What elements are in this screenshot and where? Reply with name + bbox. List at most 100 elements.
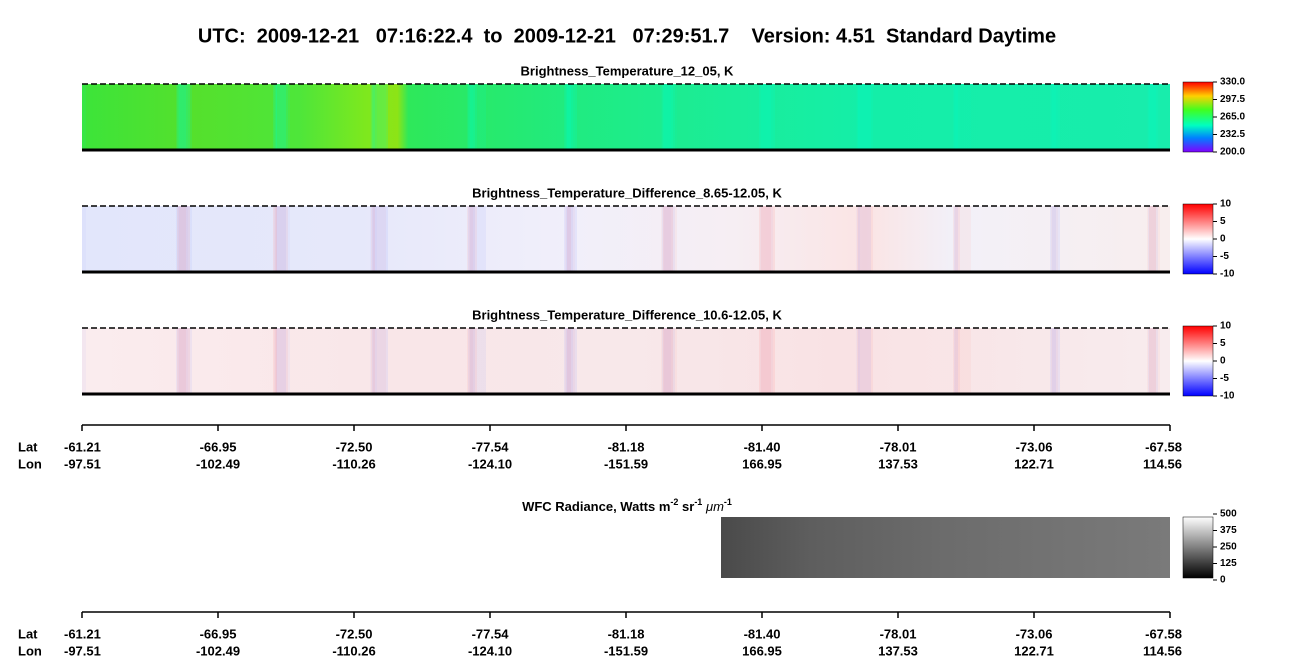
lat-value: -81.18 — [608, 439, 645, 454]
image-streak — [954, 84, 958, 150]
image-streak — [662, 84, 675, 150]
image-streak — [1149, 328, 1156, 394]
image-streak — [1149, 84, 1156, 150]
image-streak — [759, 206, 775, 272]
colorbar-label: -5 — [1220, 251, 1229, 262]
image-streak — [469, 328, 473, 394]
lat-value: -67.58 — [1145, 626, 1182, 641]
image-streak — [274, 328, 290, 394]
colorbar-label: 200.0 — [1220, 147, 1245, 158]
lon-value: 114.56 — [1143, 456, 1182, 471]
image-streak — [372, 206, 388, 272]
image-streak — [82, 328, 86, 394]
panel-title: Brightness_Temperature_Difference_8.65-1… — [472, 185, 782, 200]
image-streak — [953, 328, 960, 394]
lat-value: -61.21 — [64, 626, 101, 641]
colorbar-label: 265.0 — [1220, 112, 1245, 123]
image-streak — [179, 328, 186, 394]
image-streak — [273, 84, 277, 150]
image-streak — [858, 328, 871, 394]
image-streak — [1051, 328, 1058, 394]
image-streak — [1147, 84, 1160, 150]
image-streak — [177, 84, 190, 150]
wfc-colorbar — [1182, 516, 1214, 579]
colorbar-label: -5 — [1220, 373, 1229, 384]
lat-value: -78.01 — [880, 626, 917, 641]
colorbar-label: 232.5 — [1220, 129, 1245, 140]
lat-value: -72.50 — [336, 626, 373, 641]
image-streak — [1052, 328, 1056, 394]
image-streak — [373, 328, 386, 394]
image-streak — [761, 328, 771, 394]
colorbar-label: 330.0 — [1220, 77, 1245, 88]
image-streak — [370, 84, 377, 150]
image-streak — [953, 206, 960, 272]
image-streak — [565, 328, 575, 394]
title-part: -1 — [694, 497, 702, 507]
image-streak — [276, 206, 286, 272]
image-streak — [176, 206, 192, 272]
page-title: UTC: 2009-12-21 07:16:22.4 to 2009-12-21… — [198, 25, 1056, 47]
lat-label: Lat — [18, 439, 38, 454]
image-streak — [857, 84, 873, 150]
image-streak — [1052, 206, 1056, 272]
image-streak — [274, 206, 290, 272]
image-streak — [759, 84, 775, 150]
panel-image — [82, 328, 1170, 394]
image-streak — [661, 206, 677, 272]
image-streak — [663, 84, 673, 150]
lon-value: -97.51 — [64, 643, 101, 658]
colorbar-label: 297.5 — [1220, 94, 1245, 105]
image-streak — [1148, 206, 1158, 272]
colorbar-label: 500 — [1220, 509, 1237, 520]
image-streak — [856, 206, 860, 272]
image-streak — [857, 206, 873, 272]
image-streak — [178, 84, 188, 150]
image-streak — [567, 328, 571, 394]
lat-value: -66.95 — [200, 626, 237, 641]
colorbar-label: 0 — [1220, 234, 1226, 245]
panel-image — [82, 84, 1170, 150]
image-streak — [661, 328, 677, 394]
image-streak — [954, 328, 958, 394]
lon-value: -124.10 — [468, 456, 512, 471]
image-streak — [467, 206, 477, 272]
image-streak — [759, 328, 775, 394]
lat-value: -81.18 — [608, 626, 645, 641]
colorbar — [1182, 81, 1214, 153]
colorbar-label: 375 — [1220, 525, 1237, 536]
image-streak — [468, 328, 475, 394]
image-streak — [1148, 84, 1158, 150]
lon-value: 166.95 — [742, 643, 782, 658]
image-streak — [856, 84, 860, 150]
title-part: -2 — [670, 497, 678, 507]
image-streak — [661, 84, 677, 150]
colorbar — [1182, 203, 1214, 275]
title-part: WFC Radiance, Watts m — [522, 499, 670, 514]
panel-title: Brightness_Temperature_12_05, K — [521, 63, 735, 78]
lon-value: 114.56 — [1143, 643, 1182, 658]
image-streak — [275, 84, 288, 150]
image-streak — [664, 328, 671, 394]
title-part: μm — [705, 499, 724, 514]
colorbar-label: 0 — [1220, 575, 1226, 586]
lon-value: -102.49 — [196, 643, 240, 658]
image-streak — [564, 328, 577, 394]
image-streak — [176, 84, 192, 150]
image-streak — [273, 206, 277, 272]
colorbar-label: 10 — [1220, 321, 1232, 332]
image-streak — [566, 206, 573, 272]
image-streak — [1050, 84, 1060, 150]
image-streak — [761, 84, 771, 150]
image-streak — [1050, 206, 1060, 272]
panel-title: Brightness_Temperature_Difference_10.6-1… — [472, 307, 782, 322]
image-streak — [663, 206, 673, 272]
lon-value: 122.71 — [1014, 643, 1054, 658]
lon-value: 122.71 — [1014, 456, 1054, 471]
image-streak — [178, 206, 188, 272]
image-streak — [858, 84, 871, 150]
image-streak — [176, 328, 192, 394]
image-streak — [467, 328, 477, 394]
lon-label: Lon — [18, 643, 42, 658]
